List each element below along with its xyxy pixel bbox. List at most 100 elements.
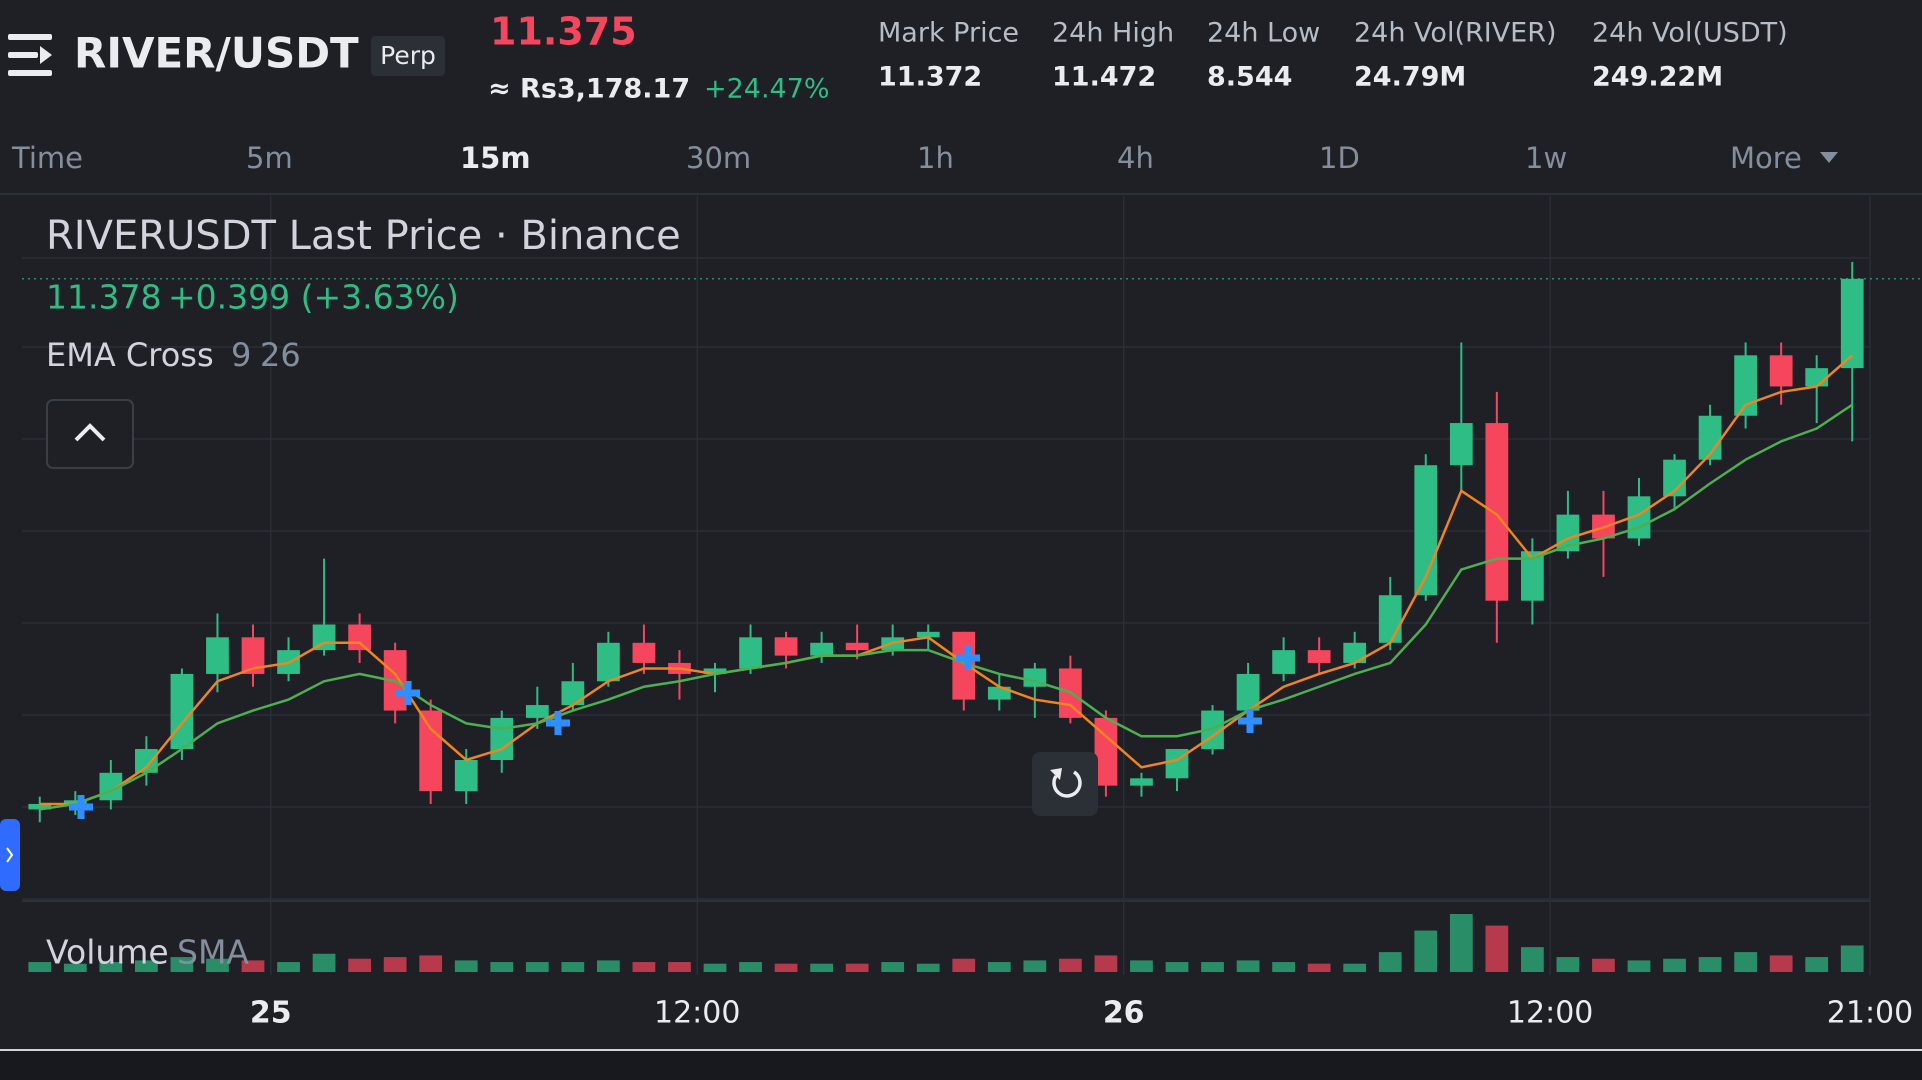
change-24h: +24.47% (704, 74, 830, 105)
volume-bar (170, 957, 194, 972)
volume-bar (1734, 952, 1757, 972)
legend-change: +0.399 (+3.63%) (168, 278, 459, 317)
stat-value: 8.544 (1207, 62, 1292, 93)
menu-icon[interactable] (8, 34, 52, 76)
volume-bar (1556, 957, 1580, 972)
candle-body (1485, 423, 1509, 601)
menu-bar (8, 70, 52, 76)
menu-bar (8, 52, 38, 58)
cross-signal (546, 711, 570, 735)
interval-tab[interactable]: More (1730, 141, 1802, 175)
side-tab[interactable] (0, 819, 20, 891)
candle-body (597, 642, 620, 682)
candle-body (348, 624, 371, 651)
candle-body (774, 637, 798, 656)
ema-line (39, 403, 1853, 811)
candle-body (1698, 415, 1722, 460)
volume-bar (1272, 962, 1295, 972)
interval-tab[interactable]: 1h (917, 141, 954, 175)
volume-bar (206, 958, 229, 972)
candle-body (1840, 278, 1864, 369)
volume-bar (1023, 960, 1047, 972)
dropdown-icon (1820, 152, 1838, 163)
candle-body (1734, 355, 1757, 416)
volume-bar (135, 960, 158, 972)
stat-label: 24h Low (1207, 18, 1320, 49)
plot: 25 12:00 26 12:00 21:00 (22, 196, 1922, 1031)
volume-bar (1414, 930, 1438, 972)
volume-bar (1307, 963, 1331, 972)
candle-body (63, 800, 87, 804)
volume-title: Volume (46, 933, 169, 972)
candle-body (206, 637, 229, 674)
menu-bar (8, 34, 52, 40)
candle-body (1307, 650, 1331, 663)
candle-body (739, 637, 762, 669)
volume-bar (739, 962, 762, 972)
reset-icon (1052, 770, 1082, 798)
reset-button[interactable] (1032, 752, 1098, 816)
stat-value: 11.472 (1052, 62, 1156, 93)
volume-bar (1165, 962, 1189, 972)
volume-bar (1521, 947, 1544, 972)
volume-bar (1698, 957, 1722, 972)
volume-bar (419, 955, 443, 972)
volume-bar (1592, 958, 1615, 972)
candle-body (1378, 595, 1402, 643)
volume-bar (810, 963, 833, 972)
stats: Mark Price 11.372 24h High 11.472 24h Low 8.5… (878, 18, 1788, 93)
x-tick-label: 26 (1103, 996, 1145, 1031)
candle-body (525, 705, 549, 718)
candle-body (1130, 778, 1153, 786)
volume-bar (845, 963, 869, 972)
interval-tab[interactable]: 1D (1319, 141, 1360, 175)
volume-bar (383, 957, 407, 972)
volume-bar (1094, 955, 1118, 972)
volume-bar (561, 962, 585, 972)
volume-bar (668, 962, 691, 972)
candle-body (810, 642, 833, 656)
interval-tab[interactable]: Time (11, 141, 83, 175)
candle-body (1094, 717, 1118, 786)
volume-bar (597, 960, 620, 972)
volume-bar (241, 960, 265, 972)
candle-body (916, 631, 940, 638)
x-tick-label: 21:00 (1827, 996, 1913, 1031)
indicator-name: EMA Cross (46, 336, 214, 374)
candle-body (170, 673, 194, 750)
candle-body (490, 717, 514, 760)
interval-tab[interactable]: 1w (1525, 141, 1567, 175)
interval-tab[interactable]: 30m (686, 141, 751, 175)
volume-bar (774, 963, 798, 972)
stat-label: 24h Vol(RIVER) (1354, 18, 1557, 49)
cross-signal (396, 681, 420, 705)
candle-body (1343, 642, 1367, 663)
x-tick-label: 25 (250, 996, 292, 1031)
candle-body (454, 760, 478, 792)
candle-body (419, 710, 443, 792)
candle-body (703, 668, 727, 674)
ema-line (39, 354, 1854, 806)
volume-bar (1769, 955, 1793, 972)
reset-arrow (1050, 768, 1062, 780)
interval-tab[interactable]: 15m (460, 141, 531, 175)
stat-value: 249.22M (1592, 62, 1723, 93)
collapse-button[interactable] (46, 399, 134, 469)
volume-bar (703, 963, 727, 972)
interval-tab[interactable]: 5m (246, 141, 293, 175)
volume-bar (1663, 958, 1686, 972)
volume-bar (525, 962, 549, 972)
volume-bar (1343, 963, 1367, 972)
interval-tabs: Time 5m 15m 30m 1h 4h 1D 1w More (11, 141, 1838, 175)
grid (22, 257, 1870, 900)
volume-bar (632, 962, 656, 972)
menu-arrow (40, 46, 52, 64)
interval-tab[interactable]: 4h (1117, 141, 1154, 175)
volume-bar (916, 963, 940, 972)
candle-body (561, 681, 585, 706)
symbol[interactable]: RIVER/USDT (74, 29, 359, 78)
volume-bar (952, 958, 976, 972)
indicator-param: 26 (260, 336, 301, 374)
candle-body (241, 637, 265, 674)
volume-bar (1130, 960, 1153, 972)
